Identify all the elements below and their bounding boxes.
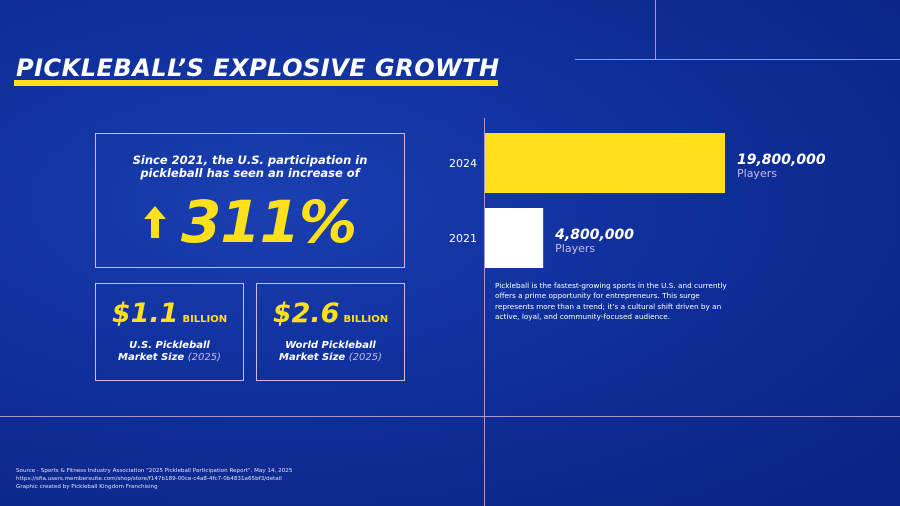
us-market-label: U.S. Pickleball Market Size (2025) <box>96 340 243 364</box>
world-market-label: World Pickleball Market Size (2025) <box>257 340 404 364</box>
arrow-up-icon <box>143 206 166 238</box>
source-note: Source - Sports & Fitness Industry Assoc… <box>16 467 292 492</box>
us-market-year: (2025) <box>187 352 221 363</box>
world-market-unit: BILLION <box>343 314 389 325</box>
category-label-2024: 2024 <box>449 157 477 170</box>
us-market-label-line1: U.S. Pickleball <box>129 340 210 351</box>
category-label-2021: 2021 <box>449 232 477 245</box>
source-url: https://sfia.users.membersuite.com/shop/… <box>16 476 282 483</box>
frame-line-top-vertical <box>655 0 656 60</box>
world-market-label-line2: Market Size <box>279 352 346 363</box>
growth-headline-line1: Since 2021, the U.S. participation in <box>132 153 368 167</box>
source-line1: Source - Sports & Fitness Industry Assoc… <box>16 468 293 474</box>
frame-line-top-horizontal <box>575 59 900 60</box>
bar-2024 <box>485 133 725 193</box>
page-title: PICKLEBALL’S EXPLOSIVE GROWTH <box>16 54 500 82</box>
source-credit: Graphic created by Pickleball Kingdom Fr… <box>16 484 158 491</box>
value-label-2024: 19,800,000 <box>737 152 826 168</box>
growth-card: Since 2021, the U.S. participation in pi… <box>95 133 405 268</box>
world-market-value: $2.6 <box>272 298 340 329</box>
bar-2021 <box>485 208 544 268</box>
world-market-card: $2.6 BILLION World Pickleball Market Size… <box>256 283 405 381</box>
world-market-year: (2025) <box>348 352 382 363</box>
us-market-label-line2: Market Size <box>118 352 185 363</box>
us-market-card: $1.1 BILLION U.S. Pickleball Market Size … <box>95 283 244 381</box>
unit-label-2024: Players <box>737 167 777 180</box>
us-market-unit: BILLION <box>182 314 228 325</box>
growth-headline-line2: pickleball has seen an increase of <box>140 166 360 180</box>
frame-line-chart-axis <box>484 118 485 506</box>
growth-headline: Since 2021, the U.S. participation in pi… <box>96 154 404 180</box>
value-label-2021: 4,800,000 <box>554 227 634 243</box>
title-underline <box>14 80 498 86</box>
description-text: Pickleball is the fastest-growing sports… <box>495 281 727 321</box>
growth-percent: 311% <box>180 188 357 256</box>
world-market-label-line1: World Pickleball <box>285 340 376 351</box>
growth-figure: 311% <box>96 192 404 252</box>
unit-label-2021: Players <box>555 242 595 255</box>
us-market-value: $1.1 <box>111 298 179 329</box>
frame-line-bottom-horizontal <box>0 416 900 417</box>
